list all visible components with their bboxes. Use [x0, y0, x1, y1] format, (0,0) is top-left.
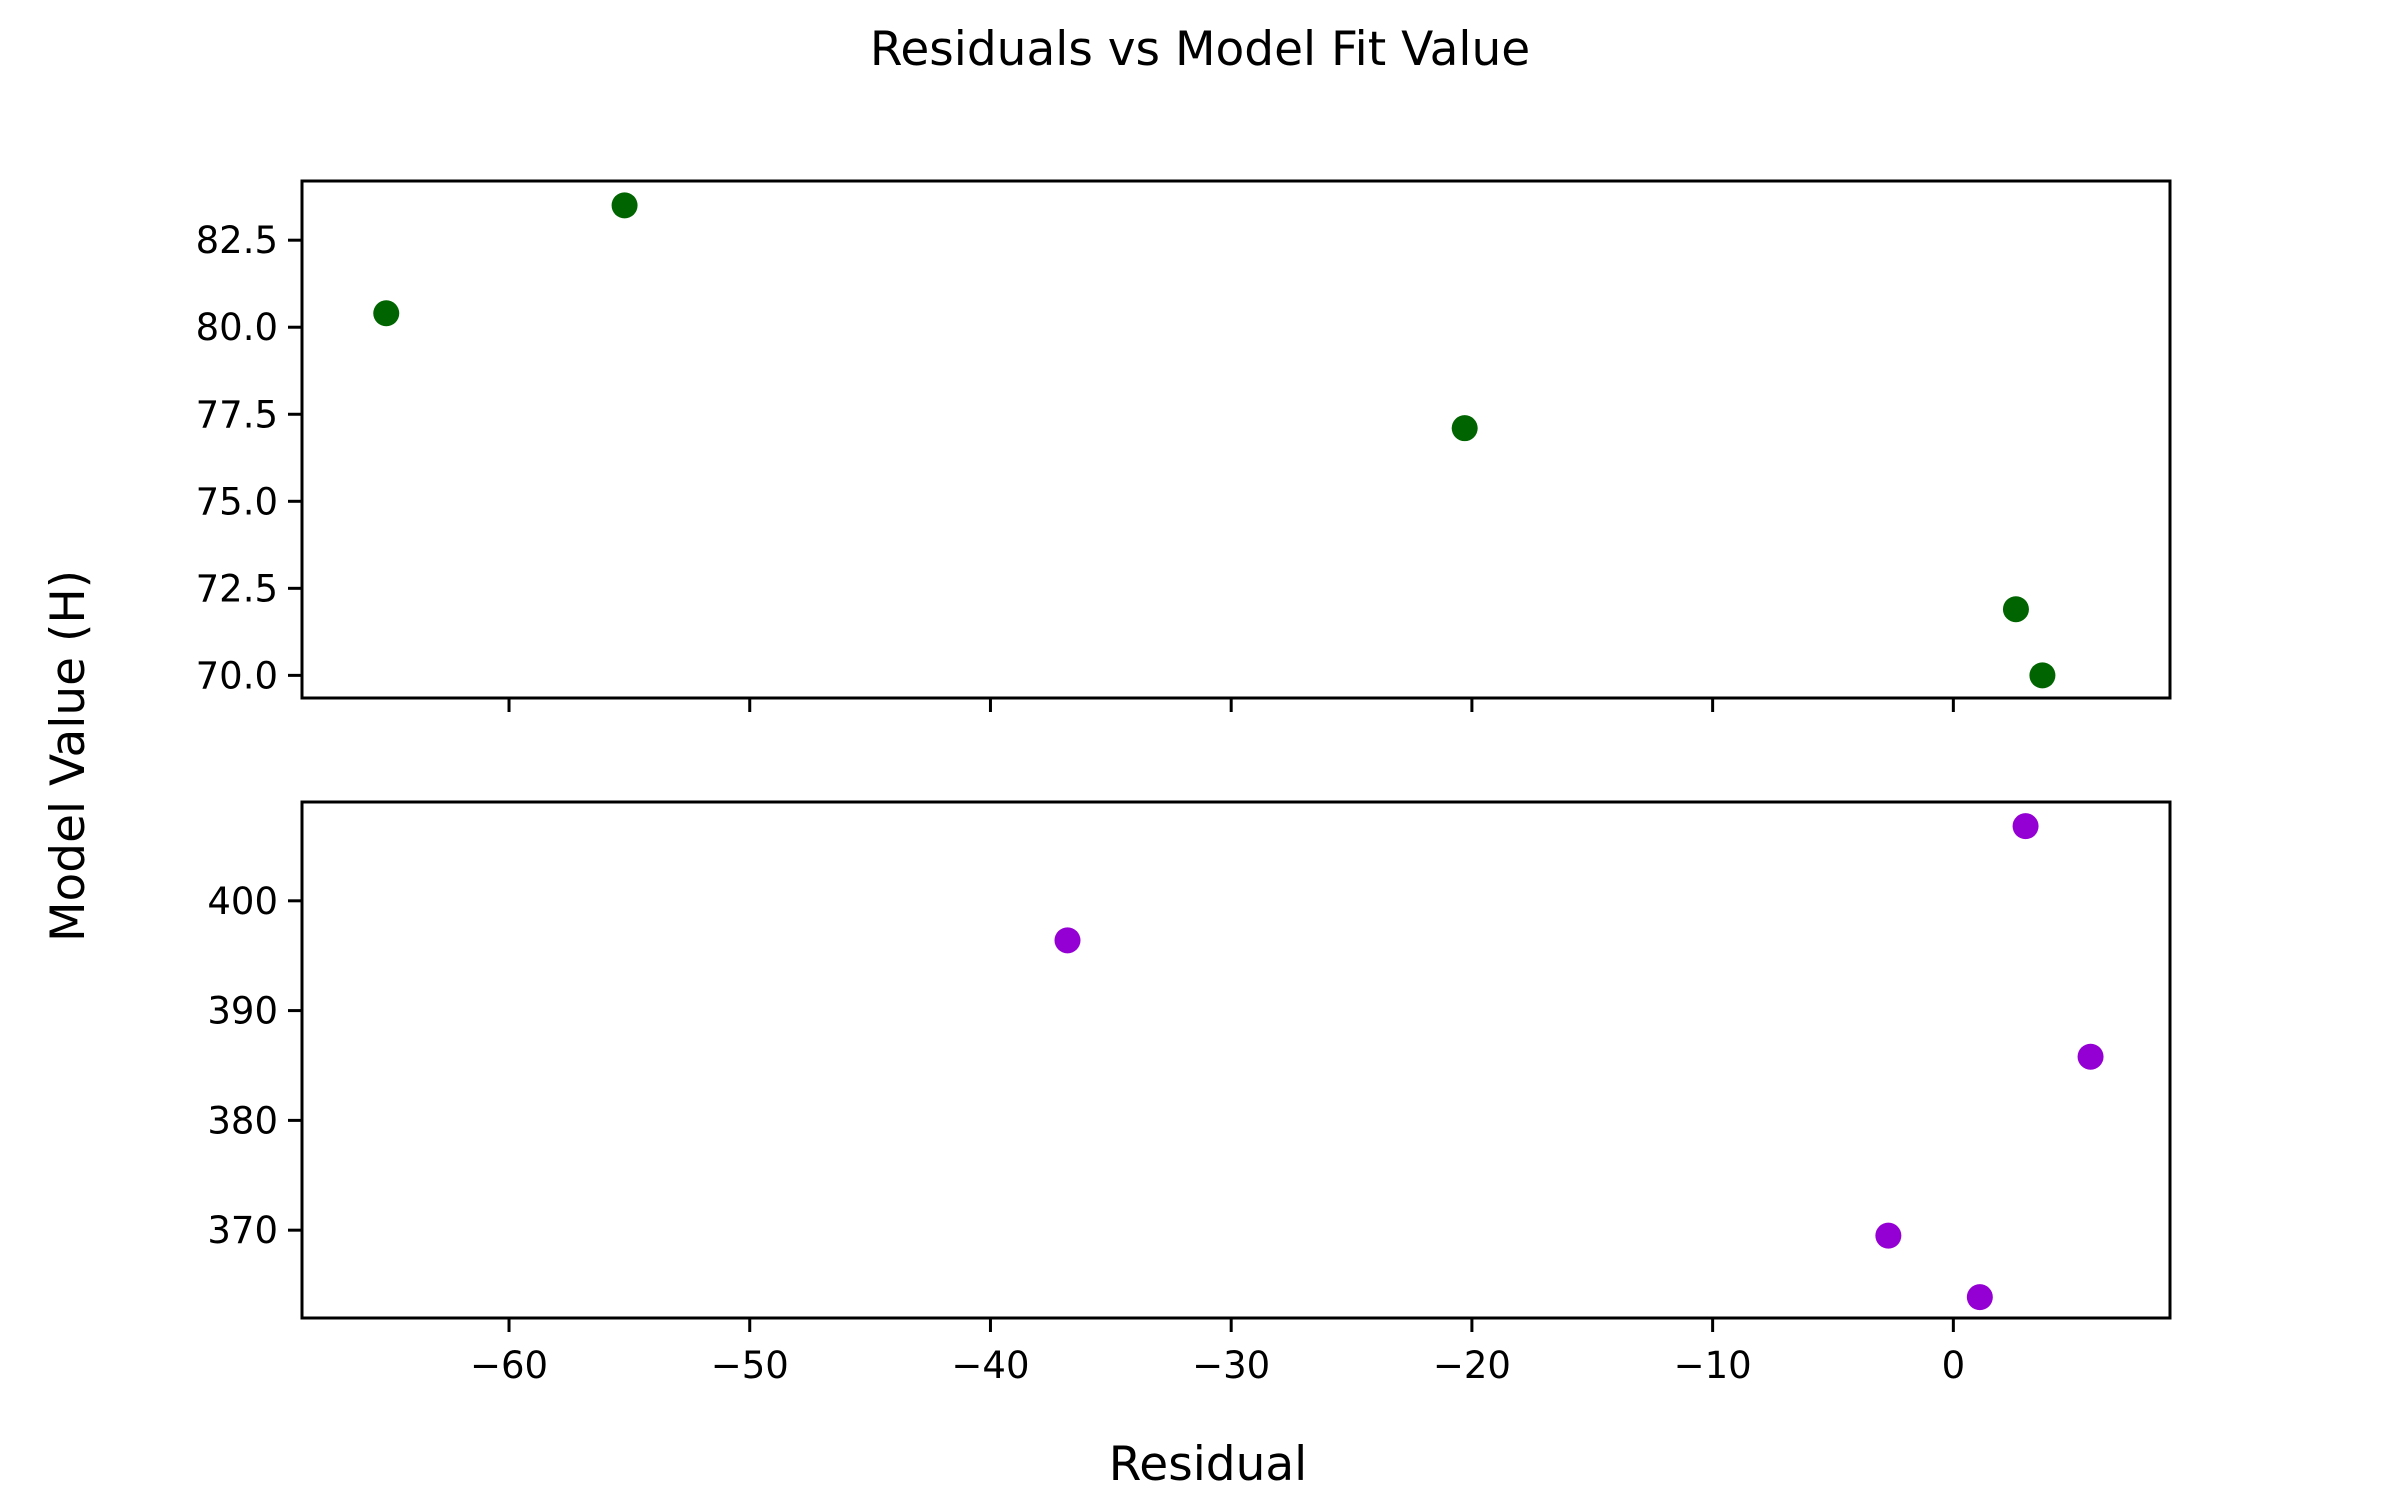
- bottom-y-tick-label: 400: [207, 880, 278, 923]
- bottom-x-axis: −60 −50 −40 −30 −20 −10 0: [470, 1318, 1965, 1387]
- bottom-y-axis: 370 380 390 400: [207, 880, 302, 1252]
- bottom-x-tick-label: −50: [711, 1344, 789, 1387]
- bottom-x-tick-label: 0: [1942, 1344, 1966, 1387]
- bottom-points: [1054, 813, 2104, 1311]
- bottom-data-point: [2012, 813, 2039, 840]
- bottom-y-tick-label: 380: [207, 1099, 278, 1142]
- bottom-data-point: [1054, 927, 1081, 954]
- bottom-data-point: [1966, 1284, 1993, 1311]
- bottom-data-point: [1875, 1222, 1902, 1249]
- bottom-x-tick-label: −20: [1433, 1344, 1511, 1387]
- top-x-axis: [507, 698, 1955, 712]
- bottom-y-tick-label: 390: [207, 990, 278, 1033]
- top-data-point: [373, 300, 400, 327]
- top-y-tick-label: 70.0: [196, 654, 278, 697]
- top-scatter-panel: 70.0 72.5 75.0 77.5 80.0 82.5: [196, 179, 2172, 712]
- top-y-tick-label: 75.0: [196, 480, 278, 523]
- bottom-x-tick-label: −60: [470, 1344, 548, 1387]
- top-y-tick-label: 77.5: [196, 393, 278, 436]
- bottom-x-tick-label: −10: [1674, 1344, 1752, 1387]
- bottom-x-tick-label: −30: [1192, 1344, 1270, 1387]
- x-axis-label: Residual: [1109, 1437, 1308, 1492]
- top-points: [373, 192, 2056, 689]
- top-data-point: [1451, 415, 1478, 442]
- top-data-point: [2029, 662, 2056, 689]
- top-data-point: [611, 192, 638, 219]
- y-axis-label: Model Value (H): [41, 570, 96, 942]
- top-y-tick-label: 72.5: [196, 567, 278, 610]
- top-y-tick-label: 80.0: [196, 306, 278, 349]
- top-data-point: [2002, 596, 2029, 623]
- bottom-x-tick-label: −40: [951, 1344, 1029, 1387]
- bottom-data-point: [2077, 1043, 2104, 1070]
- bottom-y-tick-label: 370: [207, 1209, 278, 1252]
- top-y-tick-label: 82.5: [196, 219, 278, 262]
- top-plot-frame: [300, 179, 2172, 700]
- top-y-axis: 70.0 72.5 75.0 77.5 80.0 82.5: [196, 219, 302, 697]
- figure-title: Residuals vs Model Fit Value: [870, 22, 1530, 77]
- bottom-plot-frame: [300, 800, 2172, 1320]
- bottom-scatter-panel: 370 380 390 400 −60 −50 −40 −30 −20 −10 0: [207, 800, 2172, 1387]
